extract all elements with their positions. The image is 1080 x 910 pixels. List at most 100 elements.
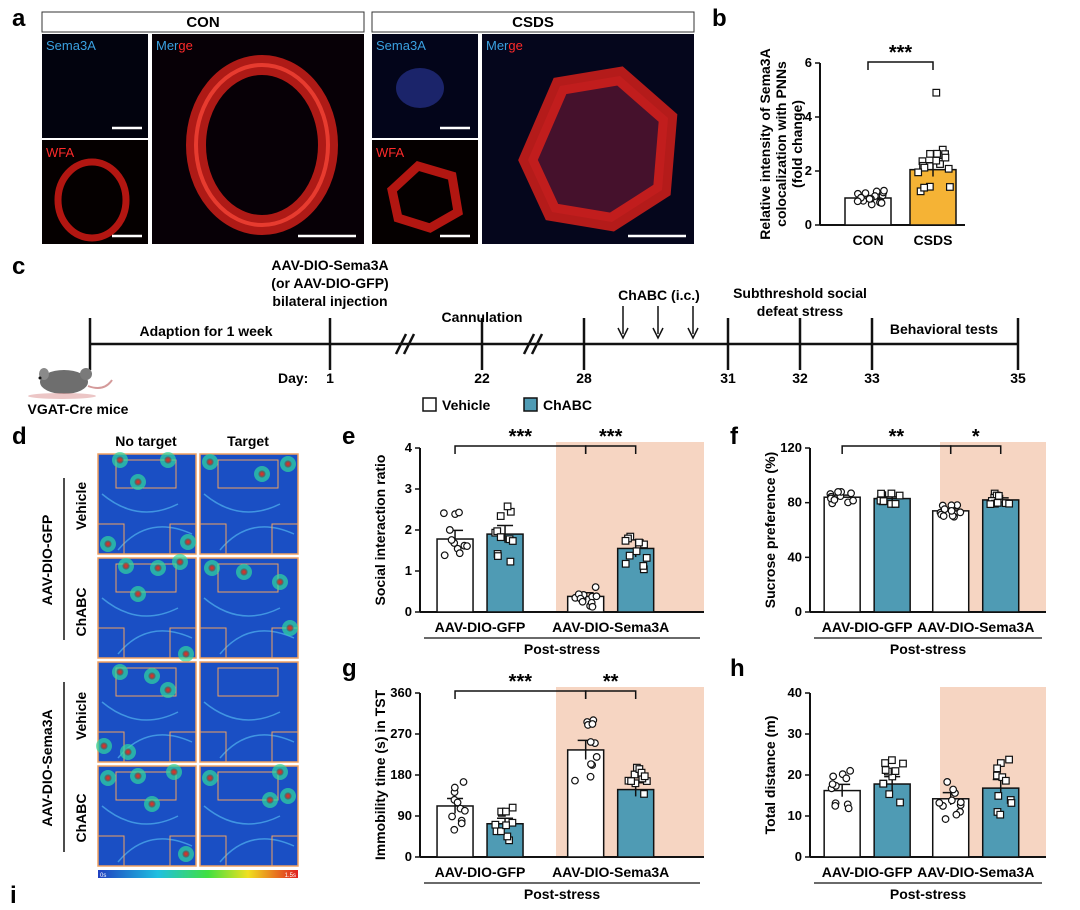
data-point bbox=[503, 822, 510, 829]
data-point bbox=[835, 489, 842, 496]
significance-label: *** bbox=[599, 426, 623, 448]
data-point bbox=[829, 781, 836, 788]
data-point bbox=[933, 157, 940, 164]
data-point bbox=[934, 150, 941, 157]
y-tick-label: 40 bbox=[788, 549, 802, 564]
data-point bbox=[622, 560, 629, 567]
mouse-icon bbox=[28, 368, 112, 399]
heatmap-spot bbox=[154, 564, 162, 572]
data-point bbox=[441, 510, 448, 517]
data-point bbox=[944, 779, 951, 786]
data-point bbox=[1006, 500, 1013, 507]
group-label: AAV-DIO-Sema3A bbox=[552, 864, 669, 880]
heatmap-background bbox=[98, 558, 196, 658]
bar bbox=[568, 750, 604, 857]
data-point bbox=[949, 797, 956, 804]
data-point bbox=[830, 773, 837, 780]
heatmap-cell bbox=[200, 764, 298, 866]
legend-vehicle-swatch bbox=[423, 398, 436, 411]
panel-label-h: h bbox=[730, 655, 745, 682]
significance-label: *** bbox=[509, 671, 533, 693]
panel-label-e: e bbox=[342, 423, 355, 450]
col-target: Target bbox=[227, 433, 269, 449]
data-point bbox=[936, 800, 943, 807]
y-tick-label: 0 bbox=[795, 849, 802, 864]
y-axis-label: Social interaction ratio bbox=[372, 455, 388, 606]
group-label: AAV-DIO-GFP bbox=[435, 864, 526, 880]
data-point bbox=[492, 821, 499, 828]
heatmap-spot bbox=[104, 774, 112, 782]
data-point bbox=[458, 820, 465, 827]
adaption-label: Adaption for 1 week bbox=[139, 323, 272, 339]
data-point bbox=[845, 805, 852, 812]
data-point bbox=[447, 527, 454, 534]
legend-chabc: ChABC bbox=[543, 397, 592, 413]
data-point bbox=[460, 779, 467, 786]
panel-label-i: i bbox=[10, 882, 17, 905]
injection-line-1: AAV-DIO-Sema3A bbox=[271, 257, 388, 273]
col-no-target: No target bbox=[115, 433, 177, 449]
y-tick-label: 6 bbox=[805, 55, 812, 70]
bar bbox=[910, 170, 956, 225]
data-point bbox=[942, 154, 949, 161]
panel-a: CON CSDS Sema3A WFA Merge Sema3A WFA Mer… bbox=[42, 12, 694, 244]
heatmap-background bbox=[200, 662, 298, 762]
timeline-day-label: 31 bbox=[720, 370, 736, 386]
data-point bbox=[882, 767, 889, 774]
data-point bbox=[940, 513, 947, 520]
heatmap-colorbar bbox=[98, 870, 298, 878]
y-tick-label: 40 bbox=[788, 685, 802, 700]
row-gfp-chabc: ChABC bbox=[73, 588, 89, 637]
heatmap-spot bbox=[134, 772, 142, 780]
data-point bbox=[587, 739, 594, 746]
y-tick-label: 3 bbox=[405, 481, 412, 496]
data-point bbox=[589, 721, 596, 728]
data-point bbox=[451, 826, 458, 833]
data-point bbox=[643, 555, 650, 562]
data-point bbox=[921, 184, 928, 191]
data-point bbox=[866, 196, 873, 203]
bar bbox=[874, 499, 910, 612]
y-tick-label: 2 bbox=[405, 522, 412, 537]
data-point bbox=[896, 492, 903, 499]
data-point bbox=[915, 169, 922, 176]
data-point bbox=[843, 775, 850, 782]
heatmap-spot bbox=[124, 748, 132, 756]
bar bbox=[824, 497, 860, 612]
data-point bbox=[947, 184, 954, 191]
data-point bbox=[633, 548, 640, 555]
data-point bbox=[892, 501, 899, 508]
data-point bbox=[641, 791, 648, 798]
data-point bbox=[628, 778, 635, 785]
panel-label-d: d bbox=[12, 423, 27, 450]
significance-label: *** bbox=[509, 426, 533, 448]
bar bbox=[983, 500, 1019, 612]
data-point bbox=[831, 497, 838, 504]
data-point bbox=[441, 552, 448, 559]
heatmap-cell bbox=[200, 662, 298, 762]
data-point bbox=[507, 558, 514, 565]
data-point bbox=[953, 811, 960, 818]
timeline-day-label: 1 bbox=[326, 370, 334, 386]
data-point bbox=[636, 539, 643, 546]
injection-line-3: bilateral injection bbox=[272, 293, 387, 309]
data-point bbox=[504, 503, 511, 510]
stress-line-1: Subthreshold social bbox=[733, 285, 867, 301]
stress-line-2: defeat stress bbox=[757, 303, 844, 319]
data-point bbox=[456, 550, 463, 557]
data-point bbox=[942, 816, 949, 823]
heatmap-cell bbox=[200, 558, 298, 658]
data-point bbox=[880, 498, 887, 505]
group-gfp: AAV-DIO-GFP bbox=[39, 515, 55, 606]
data-point bbox=[987, 501, 994, 508]
heatmap-spot bbox=[258, 470, 266, 478]
data-point bbox=[449, 813, 456, 820]
heatmap-spot bbox=[206, 458, 214, 466]
heatmap-spot bbox=[182, 850, 190, 858]
y-tick-label: 0 bbox=[805, 217, 812, 232]
legend-chabc-swatch bbox=[524, 398, 537, 411]
